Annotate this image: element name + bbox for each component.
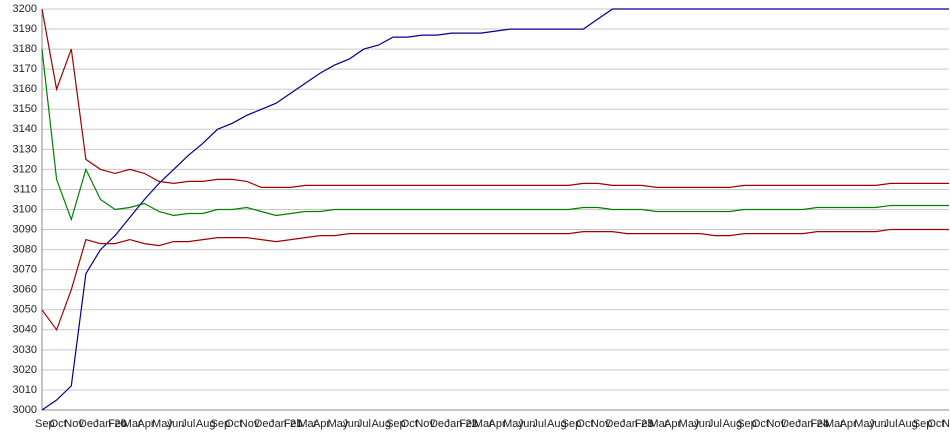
x-tick-label: Sep (386, 418, 406, 430)
y-tick-label: 3130 (13, 143, 37, 155)
x-tick-label: Jan 20 (94, 418, 127, 430)
x-tick-label: Apr (664, 418, 681, 430)
x-tick-label: Nov (766, 418, 786, 430)
x-tick-label: Nov (415, 418, 435, 430)
x-tick-label: Mar (123, 418, 142, 430)
x-tick-label: Aug (898, 418, 918, 430)
y-tick-label: 3070 (13, 264, 37, 276)
x-tick-label: Oct (225, 418, 242, 430)
x-tick-label: Oct (927, 418, 944, 430)
series-line (41, 49, 949, 222)
series-line (41, 228, 949, 332)
x-tick-label: Jul (357, 418, 371, 430)
x-tick-label: Jan 22 (445, 418, 478, 430)
x-tick-label: Aug (723, 418, 743, 430)
y-tick-label: 3080 (13, 244, 37, 256)
x-tick-label: Apr (137, 418, 154, 430)
x-tick-label: Oct (752, 418, 769, 430)
x-tick-label: Sep (35, 418, 55, 430)
x-tick-label: Jul (181, 418, 195, 430)
x-tick-label: Aug (547, 418, 567, 430)
x-tick-label: Mar (825, 418, 844, 430)
x-tick-label: Jul (883, 418, 897, 430)
x-tick-label: Jun (693, 418, 711, 430)
x-tick-label: Sep (562, 418, 582, 430)
y-tick-label: 3140 (13, 123, 37, 135)
series-line (41, 8, 949, 411)
x-tick-label: Feb (459, 418, 478, 430)
x-tick-label: Sep (211, 418, 231, 430)
x-tick-label: Aug (196, 418, 216, 430)
x-tick-label: Jul (532, 418, 546, 430)
x-tick-label: Nov (942, 418, 950, 430)
x-tick-label: Nov (240, 418, 260, 430)
x-tick-label: Dec (79, 418, 99, 430)
x-tick-label: Oct (50, 418, 67, 430)
x-tick-label: Apr (489, 418, 506, 430)
x-tick-label: Jun (518, 418, 536, 430)
y-tick-label: 3100 (13, 203, 37, 215)
x-tick-label: Nov (64, 418, 84, 430)
x-tick-label: May (152, 418, 173, 430)
x-tick-label: Sep (737, 418, 757, 430)
x-tick-label: Jan 24 (796, 418, 829, 430)
x-tick-label: Aug (371, 418, 391, 430)
y-tick-label: 3150 (13, 103, 37, 115)
y-tick-label: 3110 (13, 183, 37, 195)
x-tick-label: Feb (810, 418, 829, 430)
x-tick-label: Oct (401, 418, 418, 430)
y-tick-label: 3170 (13, 63, 37, 75)
x-tick-label: Mar (474, 418, 493, 430)
y-tick-label: 3160 (13, 83, 37, 95)
x-tick-label: May (503, 418, 524, 430)
x-tick-label: Jan 23 (620, 418, 653, 430)
x-tick-label: Oct (576, 418, 593, 430)
y-tick-label: 3090 (13, 223, 37, 235)
x-tick-label: Dec (606, 418, 626, 430)
y-tick-label: 3120 (13, 163, 37, 175)
x-tick-label: Dec (781, 418, 801, 430)
y-tick-label: 3180 (13, 43, 37, 55)
y-tick-label: 3050 (13, 304, 37, 316)
x-tick-label: Feb (284, 418, 303, 430)
x-tick-label: Jun (342, 418, 360, 430)
x-tick-label: Jun (167, 418, 185, 430)
x-tick-label: Dec (254, 418, 274, 430)
x-tick-label: Apr (313, 418, 330, 430)
x-tick-label: Feb (108, 418, 127, 430)
x-tick-label: Jun (869, 418, 887, 430)
x-tick-label: Feb (635, 418, 654, 430)
x-tick-label: May (328, 418, 349, 430)
y-tick-label: 3200 (13, 3, 37, 15)
x-tick-label: Apr (840, 418, 857, 430)
x-tick-label: Dec (430, 418, 450, 430)
x-tick-label: Jan 21 (269, 418, 302, 430)
series-line (41, 8, 949, 188)
y-tick-label: 3040 (13, 324, 37, 336)
x-tick-label: Nov (591, 418, 611, 430)
x-tick-label: May (854, 418, 875, 430)
x-tick-label: Mar (298, 418, 317, 430)
y-tick-label: 3000 (13, 404, 37, 416)
x-tick-label: Sep (913, 418, 933, 430)
x-tick-label: May (679, 418, 700, 430)
y-tick-label: 3060 (13, 284, 37, 296)
x-tick-label: Mar (649, 418, 668, 430)
y-tick-label: 3190 (13, 23, 37, 35)
y-tick-label: 3020 (13, 364, 37, 376)
y-tick-label: 3010 (13, 384, 37, 396)
y-tick-label: 3030 (13, 344, 37, 356)
x-tick-label: Jul (708, 418, 722, 430)
